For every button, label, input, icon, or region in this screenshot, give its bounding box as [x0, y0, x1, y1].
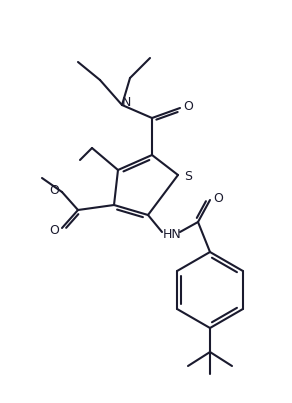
Text: N: N	[121, 96, 131, 110]
Text: O: O	[213, 191, 223, 204]
Text: HN: HN	[163, 228, 181, 241]
Text: O: O	[49, 183, 59, 197]
Text: S: S	[184, 170, 192, 183]
Text: O: O	[49, 224, 59, 237]
Text: O: O	[183, 100, 193, 112]
